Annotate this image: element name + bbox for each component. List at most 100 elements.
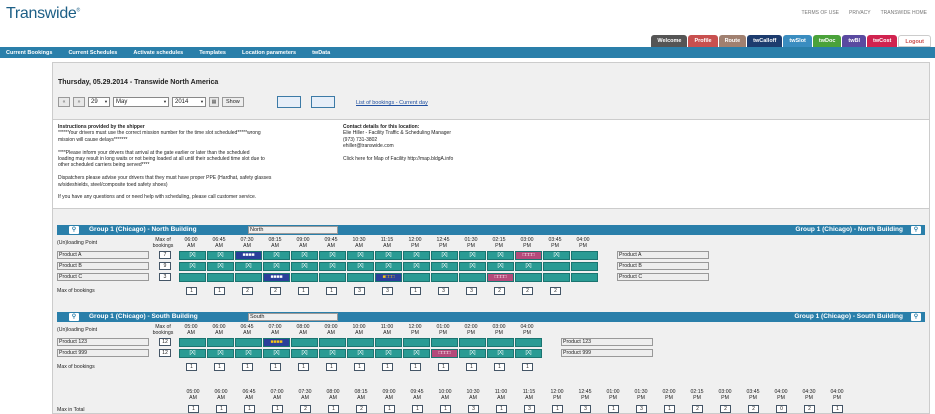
- time-slot-cell[interactable]: [347, 273, 374, 282]
- tab-logout[interactable]: Logout: [898, 35, 931, 47]
- tab-route[interactable]: Route: [718, 35, 747, 47]
- prev-week-button[interactable]: «: [58, 97, 70, 107]
- time-slot-cell[interactable]: □□□□: [515, 251, 542, 260]
- time-slot-cell[interactable]: [487, 338, 514, 347]
- time-slot-cell[interactable]: [X]: [319, 262, 346, 271]
- time-slot-cell[interactable]: [571, 251, 598, 260]
- time-slot-cell[interactable]: [X]: [235, 349, 262, 358]
- tab-twdoc[interactable]: twDoc: [812, 35, 842, 47]
- time-slot-cell[interactable]: [515, 273, 542, 282]
- nav-activate-schedules[interactable]: Activate schedules: [133, 49, 184, 56]
- time-slot-cell[interactable]: [X]: [375, 251, 402, 260]
- tab-profile[interactable]: Profile: [688, 35, 718, 47]
- time-slot-cell[interactable]: [X]: [515, 262, 542, 271]
- time-slot-cell[interactable]: [235, 338, 262, 347]
- nav-twdata[interactable]: twData: [312, 49, 331, 56]
- time-slot-cell[interactable]: [319, 338, 346, 347]
- time-slot-cell[interactable]: [459, 338, 486, 347]
- time-slot-cell[interactable]: [X]: [319, 251, 346, 260]
- time-slot-cell[interactable]: [179, 273, 206, 282]
- nav-templates[interactable]: Templates: [199, 49, 226, 56]
- time-slot-cell[interactable]: ■□□□: [375, 273, 402, 282]
- time-slot-cell[interactable]: [X]: [347, 349, 374, 358]
- tab-twcalloff[interactable]: twCalloff: [747, 35, 783, 47]
- time-slot-cell[interactable]: [X]: [291, 349, 318, 358]
- time-slot-cell[interactable]: [291, 338, 318, 347]
- time-slot-cell[interactable]: [291, 273, 318, 282]
- time-slot-cell[interactable]: [X]: [319, 349, 346, 358]
- time-slot-cell[interactable]: [207, 273, 234, 282]
- time-slot-cell[interactable]: [X]: [207, 349, 234, 358]
- time-slot-cell[interactable]: ■■■■: [263, 338, 290, 347]
- time-slot-cell[interactable]: [X]: [403, 349, 430, 358]
- building-filter-input[interactable]: North: [248, 226, 338, 234]
- time-slot-cell[interactable]: [X]: [459, 251, 486, 260]
- home-link[interactable]: TRANSWIDE HOME: [880, 10, 927, 16]
- time-slot-cell[interactable]: □□□□: [431, 349, 458, 358]
- day-select[interactable]: 29: [88, 97, 110, 107]
- tab-twbi[interactable]: twBI: [842, 35, 867, 47]
- refresh-icon[interactable]: [277, 96, 301, 108]
- time-slot-cell[interactable]: [X]: [543, 251, 570, 260]
- time-slot-cell[interactable]: [X]: [487, 262, 514, 271]
- month-select[interactable]: May: [113, 97, 169, 107]
- tab-twslot[interactable]: twSlot: [783, 35, 812, 47]
- privacy-link[interactable]: PRIVACY: [849, 10, 871, 16]
- time-slot-cell[interactable]: [543, 273, 570, 282]
- time-slot-cell[interactable]: [X]: [291, 251, 318, 260]
- time-slot-cell[interactable]: [X]: [375, 262, 402, 271]
- tab-welcome[interactable]: Welcome: [651, 35, 688, 47]
- time-slot-cell[interactable]: [X]: [431, 251, 458, 260]
- time-slot-cell[interactable]: [X]: [487, 251, 514, 260]
- time-slot-cell[interactable]: [X]: [207, 251, 234, 260]
- time-slot-cell[interactable]: [X]: [263, 262, 290, 271]
- time-slot-cell[interactable]: [515, 338, 542, 347]
- time-slot-cell[interactable]: [571, 273, 598, 282]
- search-icon[interactable]: ⚲: [911, 313, 921, 321]
- show-button[interactable]: Show: [222, 97, 244, 107]
- tab-twcost[interactable]: twCost: [867, 35, 898, 47]
- time-slot-cell[interactable]: [X]: [291, 262, 318, 271]
- time-slot-cell[interactable]: [X]: [347, 251, 374, 260]
- time-slot-cell[interactable]: □□□□: [487, 273, 514, 282]
- time-slot-cell[interactable]: [207, 338, 234, 347]
- transwide-logo[interactable]: Transwide®: [6, 5, 80, 22]
- search-icon[interactable]: ⚲: [69, 313, 79, 321]
- time-slot-cell[interactable]: [X]: [459, 349, 486, 358]
- time-slot-cell[interactable]: [X]: [403, 251, 430, 260]
- time-slot-cell[interactable]: [X]: [403, 262, 430, 271]
- year-select[interactable]: 2014: [172, 97, 206, 107]
- time-slot-cell[interactable]: [X]: [347, 262, 374, 271]
- nav-location-parameters[interactable]: Location parameters: [241, 49, 297, 56]
- time-slot-cell[interactable]: [571, 262, 598, 271]
- time-slot-cell[interactable]: [X]: [179, 251, 206, 260]
- time-slot-cell[interactable]: [179, 338, 206, 347]
- time-slot-cell[interactable]: [431, 338, 458, 347]
- time-slot-cell[interactable]: [X]: [487, 349, 514, 358]
- bookings-list-link[interactable]: List of bookings - Current day: [356, 100, 428, 106]
- time-slot-cell[interactable]: [X]: [375, 349, 402, 358]
- time-slot-cell[interactable]: [235, 273, 262, 282]
- search-icon[interactable]: ⚲: [911, 226, 921, 234]
- time-slot-cell[interactable]: [X]: [515, 349, 542, 358]
- time-slot-cell[interactable]: [X]: [179, 349, 206, 358]
- time-slot-cell[interactable]: [X]: [263, 349, 290, 358]
- nav-current-bookings[interactable]: Current Bookings: [6, 49, 53, 56]
- time-slot-cell[interactable]: [319, 273, 346, 282]
- time-slot-cell[interactable]: [403, 273, 430, 282]
- next-day-button[interactable]: »: [73, 97, 85, 107]
- lock-icon[interactable]: [311, 96, 335, 108]
- search-icon[interactable]: ⚲: [69, 226, 79, 234]
- nav-current-schedules[interactable]: Current Schedules: [68, 49, 118, 56]
- terms-link[interactable]: TERMS OF USE: [801, 10, 840, 16]
- time-slot-cell[interactable]: [X]: [459, 262, 486, 271]
- time-slot-cell[interactable]: ■■■■: [235, 251, 262, 260]
- time-slot-cell[interactable]: [X]: [207, 262, 234, 271]
- time-slot-cell[interactable]: [X]: [235, 262, 262, 271]
- time-slot-cell[interactable]: [375, 338, 402, 347]
- time-slot-cell[interactable]: [543, 262, 570, 271]
- time-slot-cell[interactable]: [347, 338, 374, 347]
- time-slot-cell[interactable]: [X]: [263, 251, 290, 260]
- time-slot-cell[interactable]: [X]: [179, 262, 206, 271]
- building-filter-input[interactable]: South: [248, 313, 338, 321]
